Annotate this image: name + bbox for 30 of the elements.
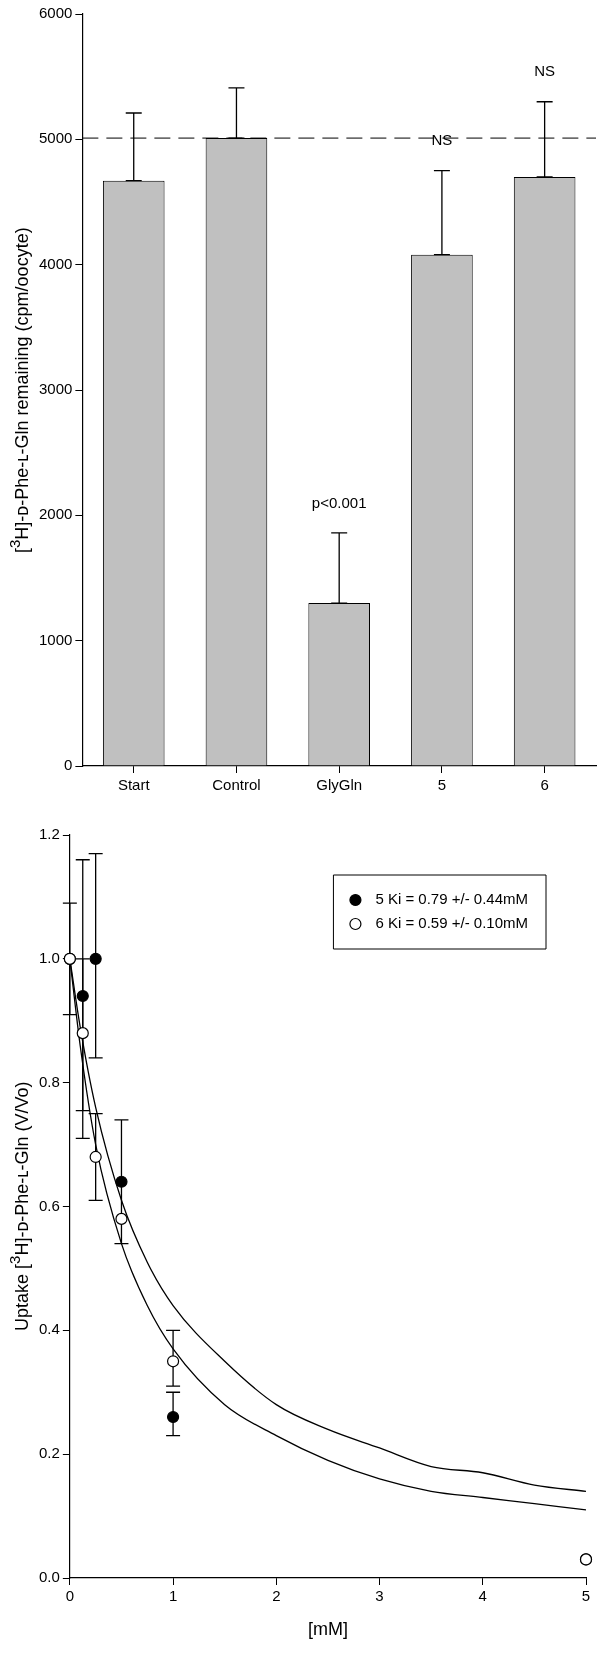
y-tick-label: 0.4: [38, 1320, 60, 1338]
y-tick-label: 4000: [38, 254, 73, 272]
x-tick-label: 6: [540, 776, 549, 794]
x-tick-label: 1: [168, 1587, 178, 1605]
y-tick-label: 2000: [38, 505, 73, 523]
legend-label: 6 Ki = 0.59 +/- 0.10mM: [375, 914, 528, 932]
x-tick-label: Control: [212, 776, 261, 794]
y-tick-label: 3000: [38, 380, 73, 398]
y-tick-label: 0.8: [38, 1072, 60, 1090]
y-tick-label: 0: [64, 756, 73, 774]
y-tick-label: 6000: [38, 4, 73, 22]
y-tick-label: 0.0: [38, 1568, 60, 1586]
x-tick-label: 3: [375, 1587, 384, 1605]
y-tick-label: 0.2: [38, 1444, 60, 1462]
y-tick-label: 1.0: [38, 948, 60, 966]
annotation: NS: [534, 62, 556, 80]
x-tick-label: 2: [272, 1587, 281, 1605]
legend-label: 5 Ki = 0.79 +/- 0.44mM: [375, 890, 528, 908]
x-axis-title: [mM]: [306, 1619, 349, 1640]
annotation: NS: [431, 131, 453, 149]
annotation: p<0.001: [311, 493, 367, 511]
x-tick-label: 4: [478, 1587, 487, 1605]
x-tick-label: 5: [437, 776, 447, 794]
y-tick-label: 1.2: [38, 825, 60, 843]
x-tick-label: GlyGln: [316, 776, 363, 794]
y-tick-label: 5000: [38, 129, 73, 147]
y-tick-label: 0.6: [38, 1196, 60, 1214]
x-tick-label: 5: [581, 1587, 591, 1605]
x-tick-label: Start: [117, 776, 151, 794]
y-tick-label: 1000: [38, 630, 73, 648]
